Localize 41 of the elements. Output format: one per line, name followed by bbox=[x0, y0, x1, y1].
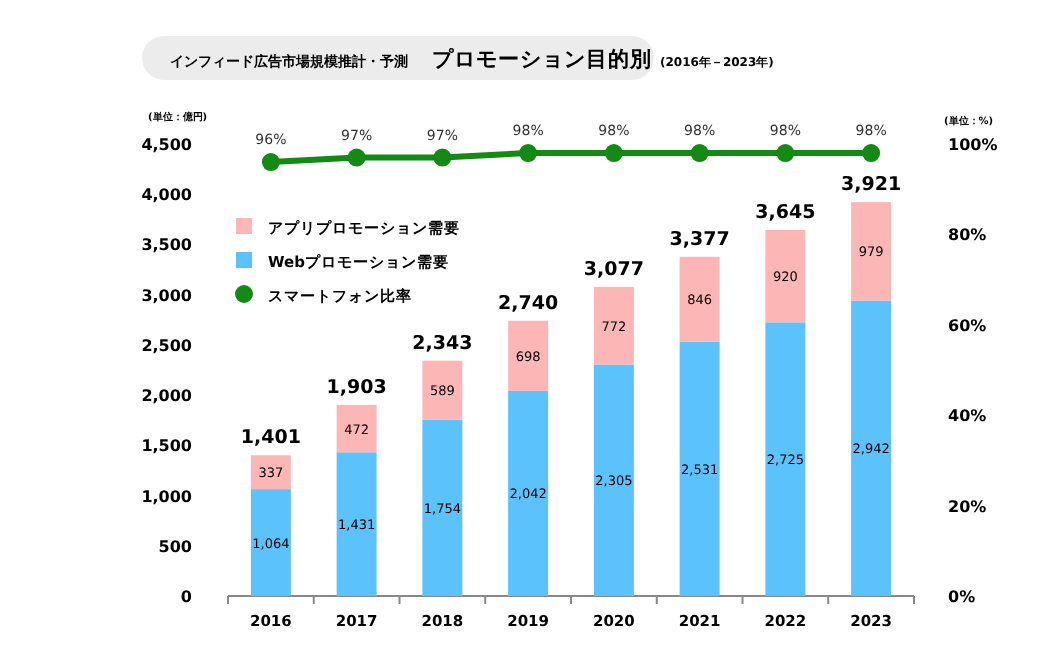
bar bbox=[851, 300, 892, 596]
bar bbox=[679, 341, 720, 596]
bar bbox=[250, 455, 291, 490]
y-tick-label: 500 bbox=[158, 537, 193, 556]
bar bbox=[851, 202, 892, 301]
y2-tick-label: 20% bbox=[948, 497, 987, 516]
y-tick-label: 4,000 bbox=[141, 186, 193, 205]
y-tick-label: 4,500 bbox=[141, 136, 193, 154]
y-tick-label: 2,500 bbox=[141, 336, 193, 355]
y-tick-label: 3,500 bbox=[141, 236, 193, 255]
y-tick-label: 2,000 bbox=[141, 387, 193, 406]
bar bbox=[679, 256, 720, 342]
bar bbox=[250, 489, 291, 596]
y-tick-label: 3,000 bbox=[141, 286, 193, 305]
y-tick-label: 1,000 bbox=[141, 487, 193, 506]
y2-tick-label: 80% bbox=[948, 226, 987, 245]
bar bbox=[765, 229, 806, 323]
y2-tick-label: 100% bbox=[948, 136, 998, 154]
total-label: 2,343 bbox=[412, 332, 473, 355]
bar bbox=[336, 404, 377, 453]
y2-tick-label: 60% bbox=[948, 316, 987, 335]
bar bbox=[336, 452, 377, 596]
bar bbox=[765, 322, 806, 596]
total-label: 2,740 bbox=[498, 292, 559, 315]
bar bbox=[422, 360, 463, 420]
bar bbox=[508, 320, 549, 391]
total-label: 3,077 bbox=[583, 258, 644, 281]
bar bbox=[422, 419, 463, 596]
total-label: 1,903 bbox=[326, 376, 387, 399]
chart-subtitle: プロモーション目的別 bbox=[432, 46, 652, 72]
total-label: 3,921 bbox=[841, 174, 902, 197]
bar bbox=[593, 286, 634, 365]
bar bbox=[593, 364, 634, 596]
y-tick-label: 0 bbox=[180, 588, 193, 606]
total-label: 3,645 bbox=[755, 201, 816, 224]
total-label: 1,401 bbox=[240, 427, 301, 450]
y-tick-label: 1,500 bbox=[141, 437, 193, 456]
total-label: 3,377 bbox=[669, 228, 730, 251]
y2-tick-label: 40% bbox=[948, 407, 987, 426]
y2-tick-label: 0% bbox=[948, 588, 976, 606]
bar bbox=[508, 390, 549, 596]
